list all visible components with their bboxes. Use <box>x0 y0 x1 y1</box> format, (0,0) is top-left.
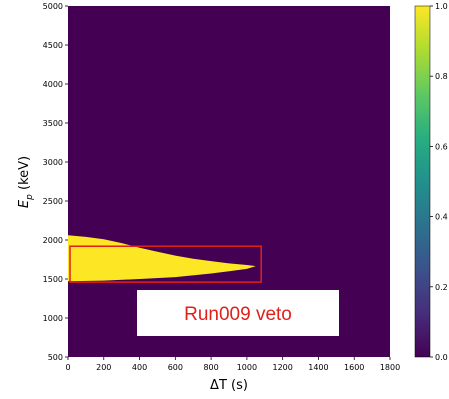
x-axis-label: ΔT (s) <box>210 378 248 393</box>
y-tick-label: 4000 <box>43 80 63 89</box>
y-tick-label: 1000 <box>43 314 63 323</box>
y-tick-label: 500 <box>48 353 63 362</box>
x-tick-label: 1800 <box>380 363 400 372</box>
x-tick-label: 200 <box>96 363 111 372</box>
colorbar-tick-label: 0.4 <box>435 213 448 222</box>
y-tick-label: 3000 <box>43 158 63 167</box>
y-tick-label: 5000 <box>43 2 63 11</box>
y-tick-label: 4500 <box>43 41 63 50</box>
colorbar <box>414 5 431 358</box>
x-tick-label: 400 <box>132 363 147 372</box>
x-tick-label: 0 <box>65 363 70 372</box>
colorbar-tick-label: 0.6 <box>435 142 448 151</box>
x-tick-label: 800 <box>203 363 218 372</box>
y-tick-label: 2500 <box>43 197 63 206</box>
y-axis-label: Ep (keV) <box>17 156 35 208</box>
x-axis: 0 200 400 600 800 1000 1200 1400 1600 1800 <box>65 357 400 372</box>
colorbar-tick-label: 0.2 <box>435 283 448 292</box>
colorbar-tick-label: 0.8 <box>435 72 448 81</box>
y-axis: 500 1000 1500 2000 2500 3000 3500 4000 4500 5000 <box>43 2 68 362</box>
y-axis-label-unit: (keV) <box>17 156 32 194</box>
x-tick-label: 1400 <box>308 363 328 372</box>
x-tick-label: 1600 <box>344 363 364 372</box>
x-tick-label: 1200 <box>272 363 292 372</box>
colorbar-tick-label: 1.0 <box>435 2 448 11</box>
veto-box <box>69 245 262 283</box>
x-tick-label: 1000 <box>237 363 257 372</box>
colorbar-axis: 0.0 0.2 0.4 0.6 0.8 1.0 <box>430 2 448 362</box>
y-axis-label-main: E <box>17 199 32 208</box>
y-axis-label-sub: p <box>25 194 35 201</box>
y-tick-label: 1500 <box>43 275 63 284</box>
colorbar-tick-label: 0.0 <box>435 353 448 362</box>
x-tick-label: 600 <box>168 363 183 372</box>
y-tick-label: 3500 <box>43 119 63 128</box>
veto-label-box <box>137 290 339 336</box>
veto-label: Run009 veto <box>184 304 292 325</box>
y-tick-label: 2000 <box>43 236 63 245</box>
